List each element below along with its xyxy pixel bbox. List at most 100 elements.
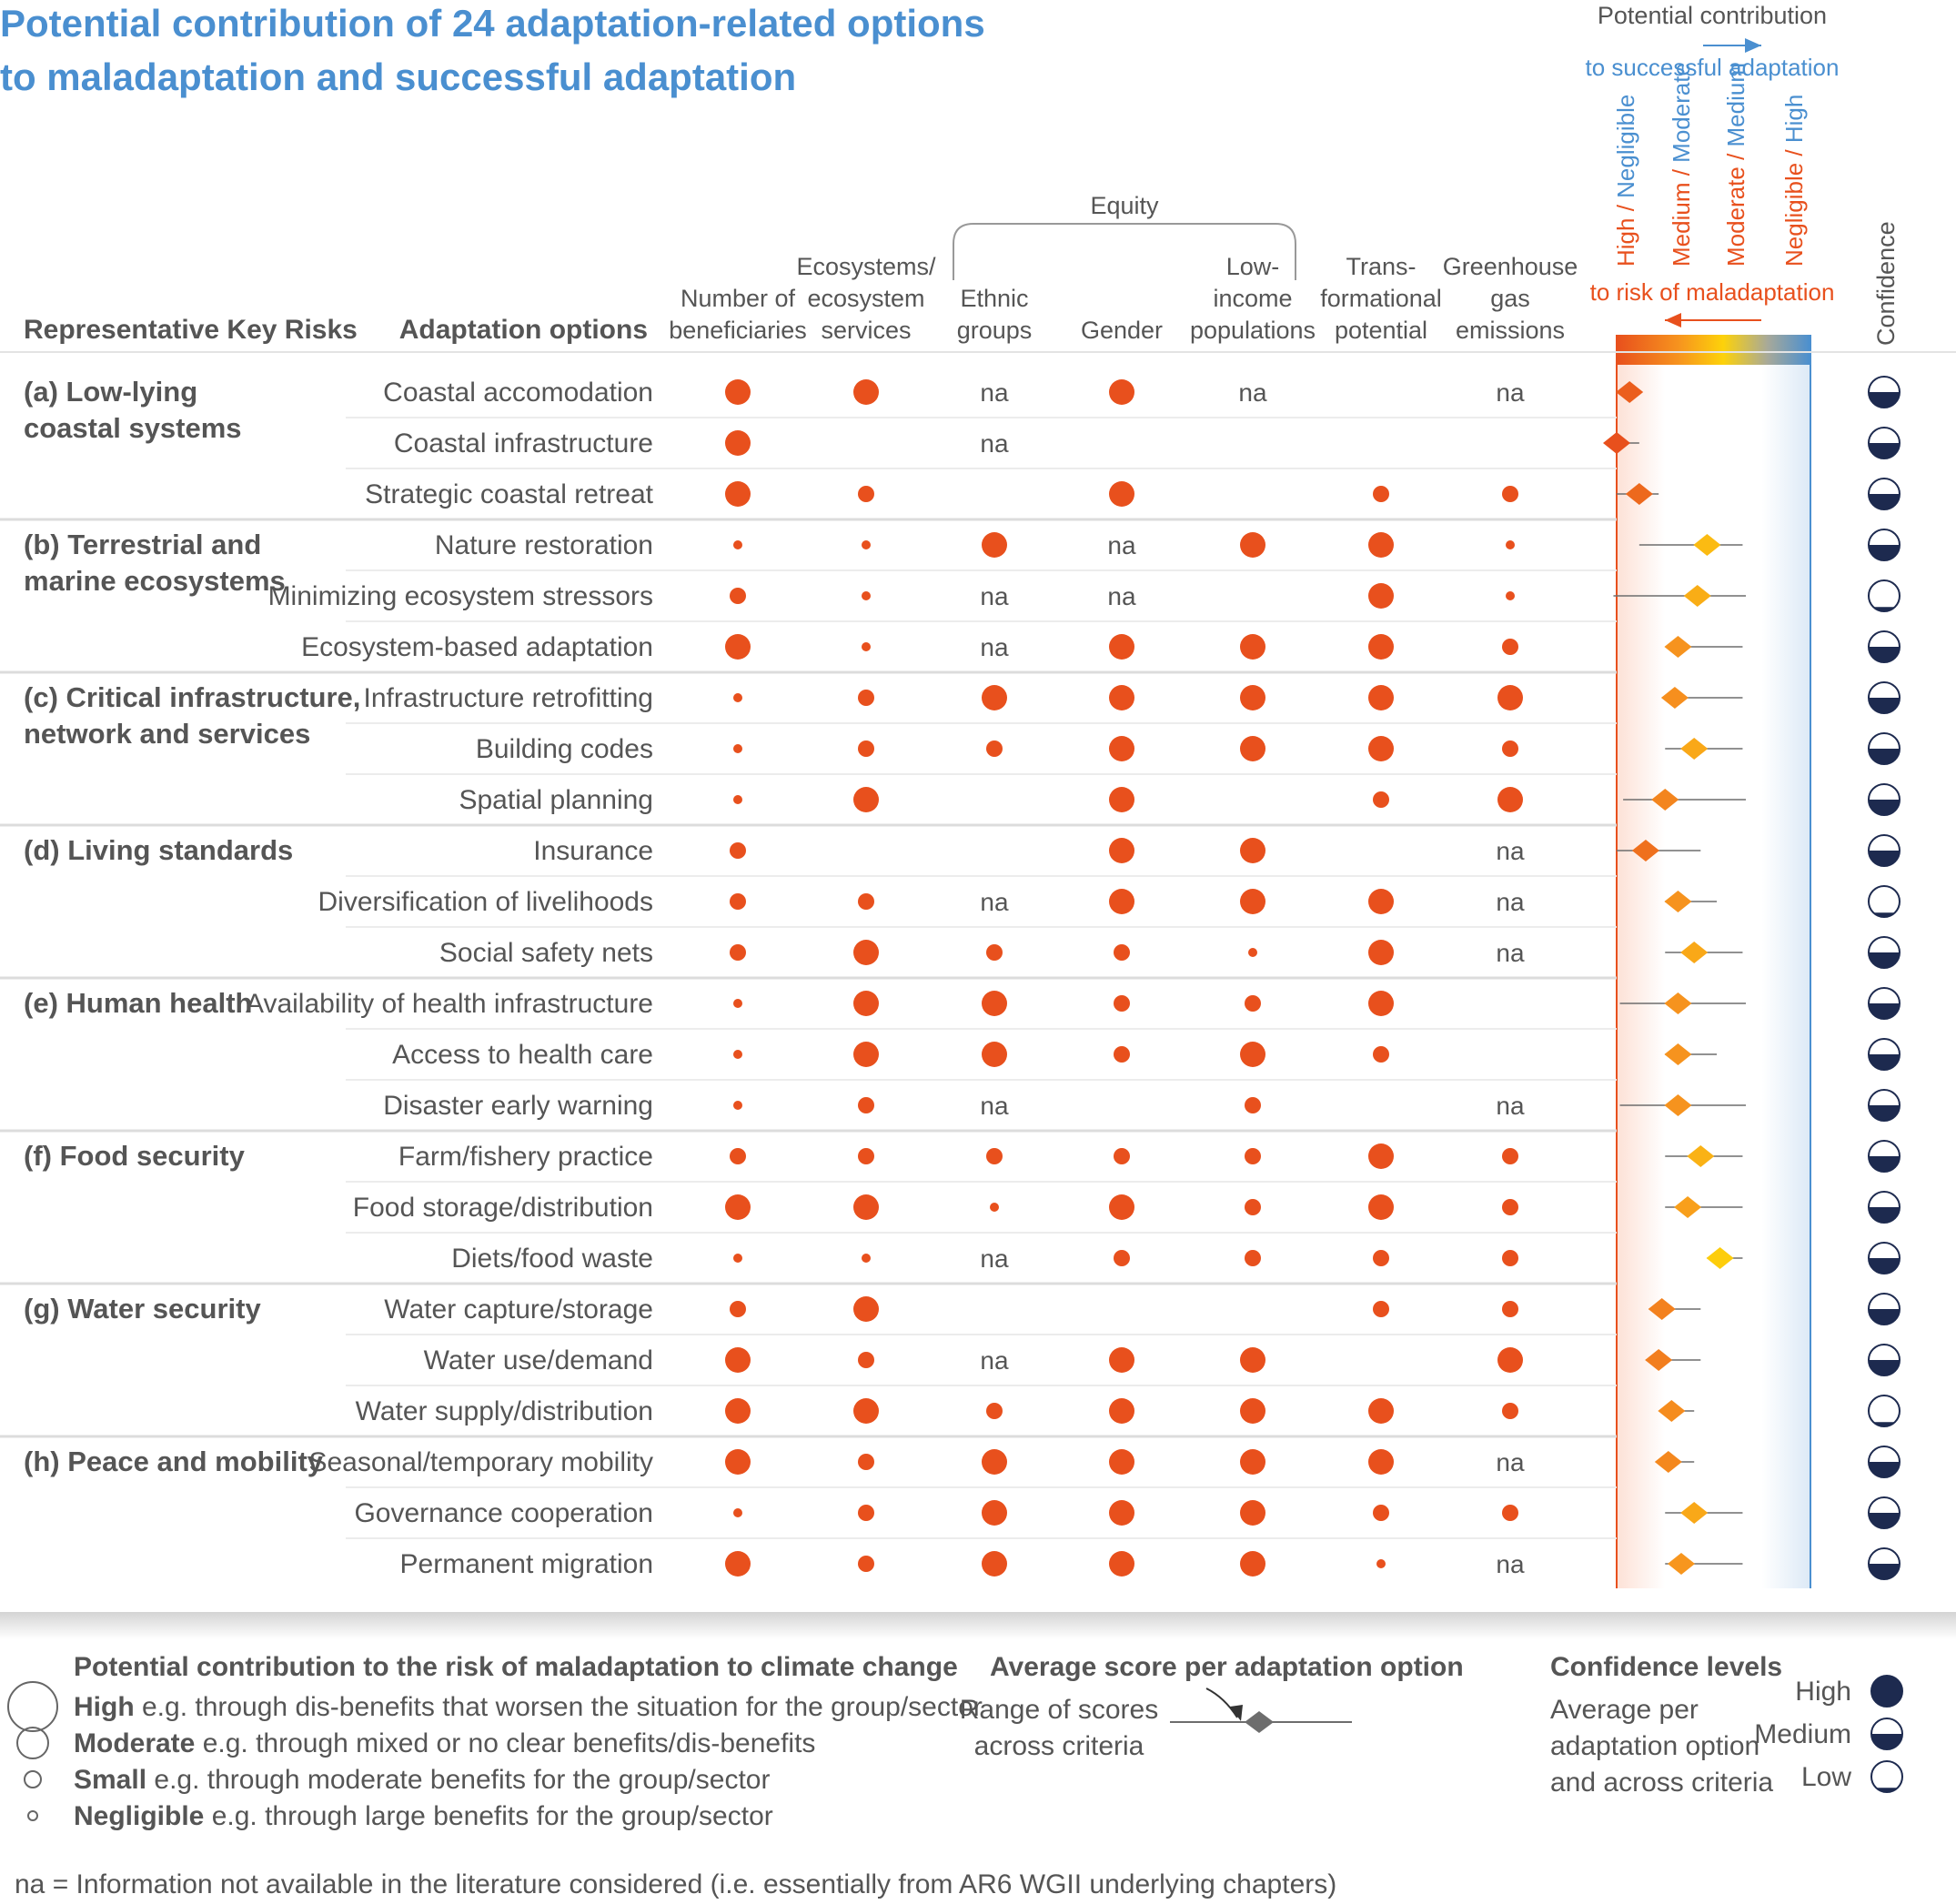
average-score-diamond [1664, 636, 1692, 658]
scale-tick-3: Negligible / High [1780, 95, 1808, 267]
confidence-glyph [1868, 376, 1901, 408]
risk-dot [1109, 1347, 1134, 1373]
risk-dot [858, 1505, 874, 1521]
equity-header: Equity [1090, 192, 1159, 219]
risk-label-2-line-1: network and services [24, 718, 310, 750]
option-label: Seasonal/temporary mobility [308, 1447, 653, 1477]
na-label: na [1107, 582, 1136, 610]
option-label: Spatial planning [459, 785, 653, 815]
average-score-diamond [1664, 891, 1692, 912]
table-row: Nature restoration na [435, 529, 1901, 561]
option-label: Farm/fishery practice [398, 1142, 653, 1172]
na-label: na [980, 378, 1009, 407]
risk-dot [1240, 1398, 1265, 1424]
confidence-glyph-fill [1869, 1462, 1900, 1477]
na-label: na [1496, 378, 1525, 407]
option-label: Insurance [533, 836, 653, 866]
average-score-diamond [1706, 1247, 1734, 1269]
equity-brace [953, 223, 1296, 280]
risk-dot [725, 481, 751, 507]
scale-tick-1-separator: / [1668, 163, 1695, 183]
risk-dot [730, 588, 746, 604]
na-label: na [1496, 1550, 1525, 1578]
scale-tick-3-success: High [1780, 95, 1808, 143]
chart-title-line-2: to maladaptation and successful adaptati… [0, 55, 796, 98]
na-label: na [980, 1244, 1009, 1273]
risk-dot [862, 540, 871, 549]
option-label: Diets/food waste [451, 1244, 653, 1274]
size-legend-circle-3 [27, 1810, 38, 1821]
scale-tick-1-maladaptation: Medium [1668, 183, 1695, 267]
confidence-glyph-fill [1869, 1054, 1900, 1070]
scale-tick-3-maladaptation: Negligible [1780, 163, 1808, 267]
range-legend-line-1: Range of scores [960, 1695, 1158, 1725]
confidence-glyph-fill [1869, 800, 1900, 815]
risk-dot [730, 944, 746, 961]
risk-dot [1502, 1148, 1518, 1164]
risk-dot [853, 1194, 879, 1220]
scale-tick-2: Moderate / Medium [1722, 63, 1749, 267]
risk-dot [725, 379, 751, 405]
risk-dot [1368, 1143, 1394, 1169]
table-row: Coastal infrastructure na [346, 417, 1901, 459]
range-legend-line-2: across criteria [974, 1731, 1144, 1761]
confidence-glyph-fill [1869, 1156, 1900, 1172]
confidence-glyph-fill [1869, 647, 1900, 662]
scale-title: Potential contribution [1598, 2, 1827, 29]
risk-dot [725, 1449, 751, 1475]
na-label: na [980, 633, 1009, 661]
risk-dot [730, 893, 746, 910]
risk-dot [733, 795, 742, 804]
risk-dot [1240, 838, 1265, 863]
average-legend-diamond [1245, 1711, 1274, 1733]
na-label: na [980, 429, 1009, 458]
average-score-diamond [1648, 1298, 1676, 1320]
size-legend-desc-3: e.g. through large benefits for the grou… [204, 1801, 772, 1831]
table-row: Access to health care [346, 1028, 1901, 1071]
criterion-header-5-line-0: Trans- [1346, 253, 1416, 280]
average-score-diamond [1664, 1094, 1692, 1116]
risk-dot [1368, 940, 1394, 965]
risk-dot [986, 944, 1003, 961]
confidence-legend-label-2: Low [1801, 1762, 1851, 1792]
confidence-glyph-fill [1873, 607, 1895, 611]
scale-tick-2-success: Medium [1722, 63, 1749, 146]
risk-dot [1240, 1347, 1265, 1373]
risk-dot [1245, 1250, 1261, 1266]
risk-label-3-line-0: (d) Living standards [24, 834, 293, 866]
risk-dot [986, 1403, 1003, 1419]
risk-dot [858, 486, 874, 502]
confidence-glyph [1868, 1242, 1901, 1274]
average-score-diamond [1687, 1145, 1715, 1167]
criterion-header-0-line-1: beneficiaries [669, 317, 807, 344]
option-label: Disaster early warning [383, 1091, 653, 1121]
confidence-header: Confidence [1872, 221, 1900, 346]
option-label: Building codes [476, 734, 653, 764]
average-score-diamond [1674, 1196, 1702, 1218]
na-label: na [1496, 1448, 1525, 1476]
confidence-glyph [1868, 630, 1901, 663]
criterion-header-6-line-2: emissions [1456, 317, 1565, 344]
risk-dot [858, 1352, 874, 1368]
confidence-glyph [1868, 1446, 1901, 1478]
confidence-glyph [1868, 1395, 1901, 1427]
risk-label-6-line-0: (g) Water security [24, 1293, 261, 1325]
risk-dot [1240, 1042, 1265, 1067]
risk-dot [1373, 486, 1389, 502]
average-score-diamond [1603, 432, 1630, 454]
option-label: Social safety nets [439, 938, 653, 968]
average-score-diamond [1680, 942, 1709, 963]
risk-dot [730, 842, 746, 859]
risk-dot [730, 1148, 746, 1164]
risk-dot [733, 1101, 742, 1110]
confidence-glyph-outline [1868, 1395, 1901, 1427]
footnote: na = Information not available in the li… [15, 1869, 1336, 1899]
confidence-legend-glyph-0-fill [1871, 1676, 1902, 1707]
size-legend-desc-1: e.g. through mixed or no clear benefits/… [195, 1728, 815, 1758]
risk-dot [982, 532, 1007, 558]
size-legend-level-2: Small [74, 1765, 146, 1795]
risk-dot [1240, 736, 1265, 761]
risk-dot [1109, 481, 1134, 507]
risk-dot [1376, 1559, 1386, 1568]
